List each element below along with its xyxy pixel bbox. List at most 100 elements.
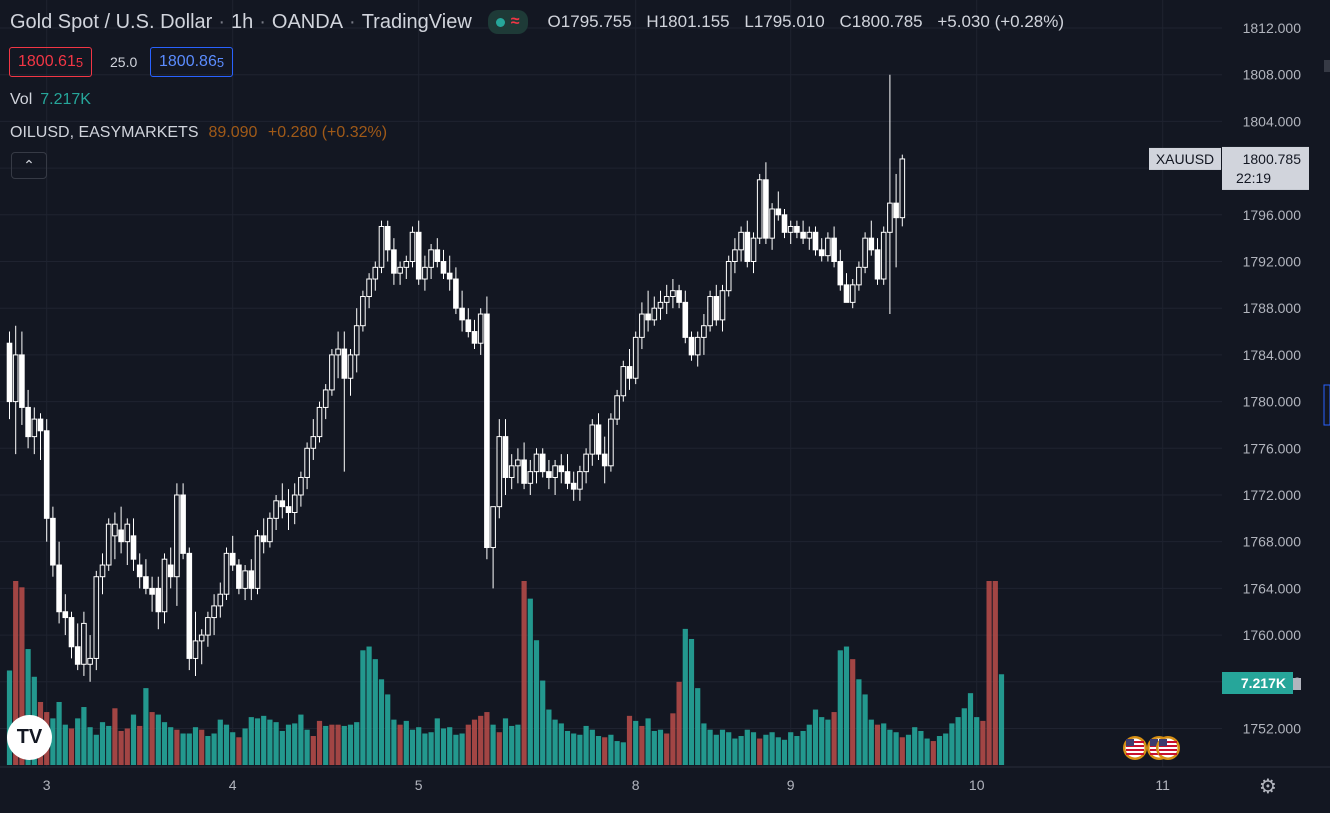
- candle: [781, 208, 788, 239]
- change-value: +5.030 (+0.28%): [937, 12, 1065, 31]
- candle-body-down: [384, 225, 391, 251]
- candle-body-down: [180, 494, 186, 554]
- close-label: C: [839, 12, 852, 31]
- candle-body-up: [614, 395, 620, 420]
- candle-body-down: [794, 225, 800, 233]
- volume-bar: [949, 723, 955, 765]
- volume-bar: [19, 587, 25, 765]
- candle: [577, 465, 583, 501]
- candle-body-down: [130, 535, 137, 560]
- candle-body-up: [99, 564, 106, 578]
- candle-body-down: [874, 249, 881, 280]
- candle: [508, 454, 515, 490]
- candle-body-down: [415, 231, 422, 280]
- volume-bar: [199, 729, 205, 765]
- candle: [874, 238, 881, 285]
- candle: [366, 273, 372, 309]
- buy-button[interactable]: 1800.86 5: [150, 47, 234, 77]
- candle-body-up: [887, 202, 893, 233]
- us-flag-icon[interactable]: [1156, 736, 1180, 760]
- volume-legend[interactable]: Vol 7.217K: [10, 91, 91, 109]
- candle-body-up: [657, 301, 664, 309]
- candle-body-up: [372, 266, 379, 280]
- volume-bar: [533, 640, 540, 765]
- candle-body-down: [868, 237, 875, 251]
- symbol-title[interactable]: Gold Spot / U.S. Dollar: [10, 10, 213, 33]
- candle: [490, 506, 496, 589]
- us-flag-icon[interactable]: [1123, 736, 1147, 760]
- candle: [732, 238, 738, 274]
- candle: [56, 541, 62, 624]
- volume-bar: [310, 736, 316, 765]
- candle: [564, 454, 571, 490]
- candle: [124, 518, 131, 566]
- candle-body-down: [645, 313, 651, 321]
- candle: [570, 471, 577, 501]
- volume-bar: [341, 725, 347, 765]
- candle-body-up: [174, 494, 180, 578]
- volume-bar: [75, 718, 81, 765]
- collapse-legend-button[interactable]: ⌃: [11, 152, 47, 179]
- time-tick-label: 8: [632, 777, 640, 793]
- candle-body-down: [763, 179, 769, 239]
- candle: [236, 559, 242, 595]
- volume-bar: [391, 719, 397, 765]
- volume-bar: [874, 724, 881, 765]
- price-tick-label: 1776.000: [1243, 440, 1302, 456]
- candle: [453, 267, 459, 315]
- candle: [211, 594, 217, 636]
- candle-body-up: [211, 605, 217, 619]
- candle: [856, 261, 862, 291]
- gear-icon[interactable]: ⚙: [1259, 776, 1277, 798]
- candle-body-up: [81, 622, 87, 665]
- compare-legend[interactable]: OILUSD, EASYMARKETS 89.090 +0.280 (+0.32%…: [10, 124, 387, 142]
- sell-button[interactable]: 1800.61 5: [9, 47, 93, 77]
- interval-label[interactable]: 1h: [230, 10, 254, 33]
- volume-bar: [25, 649, 31, 765]
- tradingview-logo[interactable]: TV: [7, 715, 52, 760]
- candle-body-up: [273, 500, 279, 519]
- symbol-tag-bg: [1149, 147, 1221, 170]
- volume-bar: [316, 720, 323, 765]
- candle-body-up: [862, 237, 868, 268]
- volume-bar: [577, 734, 583, 765]
- volume-bar: [924, 738, 930, 765]
- volume-bar: [347, 724, 354, 765]
- price-tag-bg: [1222, 146, 1309, 190]
- candle-body-down: [546, 471, 552, 478]
- candle: [589, 419, 596, 466]
- candle: [260, 518, 267, 554]
- candle: [118, 506, 124, 554]
- candle-body-down: [248, 570, 255, 589]
- candle: [43, 419, 50, 542]
- candle: [198, 629, 205, 665]
- candle-body-up: [577, 471, 583, 490]
- volume-bar: [459, 733, 465, 765]
- market-status-pill[interactable]: ≈: [487, 10, 528, 34]
- price-tick-label: 1780.000: [1243, 394, 1302, 410]
- candle: [155, 576, 162, 630]
- candle-body-up: [639, 313, 645, 338]
- candle: [298, 471, 304, 507]
- volume-tag: 7.217K: [1241, 675, 1286, 691]
- candle-body-down: [186, 552, 193, 659]
- candle-body-up: [124, 523, 131, 543]
- candle-body-down: [843, 284, 850, 303]
- candle-body-down: [676, 290, 682, 303]
- volume-bar: [6, 670, 13, 765]
- volume-bar: [149, 712, 155, 765]
- candle-body-up: [161, 558, 168, 613]
- candle-body-up: [397, 266, 403, 274]
- candle: [74, 623, 81, 671]
- volume-bar: [484, 712, 490, 765]
- volume-bar: [372, 659, 378, 765]
- candle: [62, 594, 69, 636]
- candle: [130, 518, 137, 571]
- candle: [663, 284, 670, 315]
- candle-body-down: [229, 552, 236, 566]
- event-markers: [1123, 736, 1180, 760]
- volume-bar: [155, 714, 161, 765]
- volume-bar: [719, 729, 726, 765]
- volume-bar: [732, 738, 738, 765]
